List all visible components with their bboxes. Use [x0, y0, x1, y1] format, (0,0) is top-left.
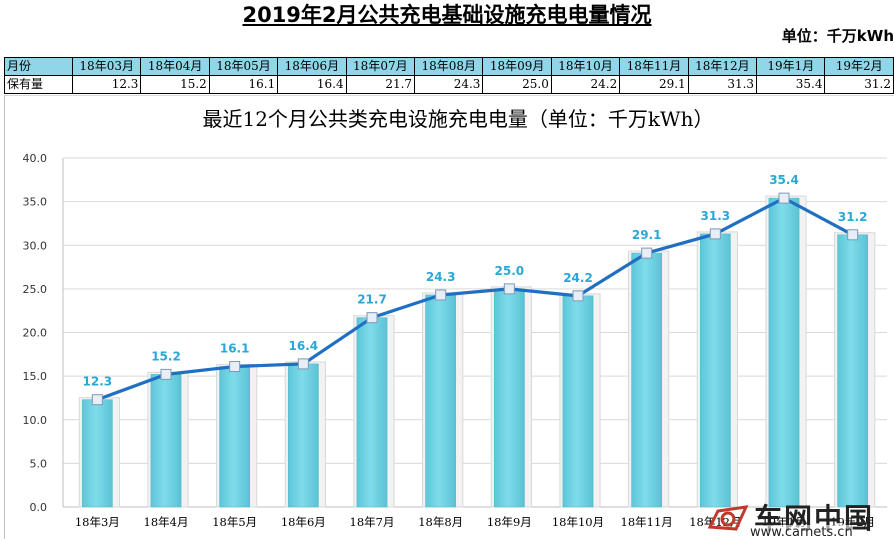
- data-label: 24.2: [563, 271, 593, 285]
- month-cell: 18年12月: [687, 57, 758, 76]
- car-logo-icon: [707, 505, 749, 531]
- data-label: 31.2: [838, 210, 868, 224]
- month-cell: 19年2月: [824, 57, 894, 76]
- x-tick-label: 18年10月: [552, 515, 604, 529]
- month-row-label: 月份: [4, 57, 73, 76]
- x-tick-label: 18年6月: [281, 515, 326, 529]
- value-cell: 16.4: [277, 75, 347, 94]
- x-tick-label: 18年11月: [621, 515, 673, 529]
- trend-line: [96, 196, 854, 402]
- data-label: 16.4: [289, 339, 319, 353]
- line-marker: [847, 229, 859, 241]
- value-cell: 15.2: [140, 75, 210, 94]
- month-cell: 18年06月: [277, 57, 347, 76]
- bar: [287, 363, 319, 508]
- value-cell: 25.0: [482, 75, 552, 94]
- bar: [562, 295, 594, 508]
- month-cell: 18年03月: [71, 57, 142, 76]
- bar: [150, 374, 182, 508]
- unit-label: 单位：千万kWh: [781, 27, 894, 45]
- y-tick-label: 25.0: [23, 283, 48, 296]
- data-label: 29.1: [632, 228, 662, 242]
- bar: [631, 252, 663, 508]
- y-tick-label: 40.0: [23, 152, 48, 165]
- value-cell: 31.2: [824, 75, 894, 94]
- month-row: 月份 18年03月 18年04月 18年05月 18年06月 18年07月 18…: [4, 57, 894, 76]
- y-tick-label: 15.0: [23, 370, 48, 383]
- month-cell: 18年09月: [482, 57, 552, 76]
- data-label: 12.3: [83, 375, 113, 389]
- y-tick-label: 10.0: [23, 414, 48, 427]
- value-row-label: 保有量: [4, 75, 73, 94]
- line-marker: [160, 368, 172, 380]
- line-marker: [435, 289, 447, 301]
- line-marker: [297, 358, 309, 370]
- data-label: 25.0: [495, 264, 525, 278]
- y-tick-label: 20.0: [23, 327, 48, 340]
- line-marker: [229, 361, 241, 373]
- month-cell: 19年1月: [756, 57, 826, 76]
- value-cell: 35.4: [756, 75, 826, 94]
- page-title: 2019年2月公共充电基础设施充电电量情况: [242, 3, 652, 27]
- data-label: 35.4: [769, 173, 799, 187]
- watermark: 车网中国 www.carnets.cn: [706, 499, 886, 540]
- bar: [837, 234, 869, 508]
- x-tick-label: 18年8月: [418, 515, 463, 529]
- value-cell: 21.7: [345, 75, 416, 94]
- line-marker: [709, 228, 721, 240]
- line-marker: [572, 290, 584, 302]
- y-tick-label: 30.0: [23, 239, 48, 252]
- bar: [425, 294, 457, 508]
- bar: [493, 288, 525, 508]
- bar: [219, 366, 251, 508]
- value-row: 保有量 12.3 15.2 16.1 16.4 21.7 24.3 25.0 2…: [4, 75, 894, 94]
- y-tick-label: 5.0: [30, 457, 48, 470]
- x-tick-label: 18年9月: [487, 515, 532, 529]
- x-tick-label: 18年5月: [212, 515, 257, 529]
- month-cell: 18年11月: [619, 57, 689, 76]
- month-cell: 18年07月: [345, 57, 416, 76]
- bar: [356, 317, 388, 508]
- line-marker: [778, 192, 790, 204]
- data-label: 21.7: [357, 293, 387, 307]
- watermark-url: www.carnets.cn: [750, 525, 853, 540]
- y-tick-label: 0.0: [30, 501, 48, 514]
- bar: [768, 197, 800, 508]
- value-cell: 31.3: [687, 75, 758, 94]
- month-cell: 18年05月: [208, 57, 279, 76]
- month-cell: 18年10月: [550, 57, 621, 76]
- chart-svg: 最近12个月公共类充电设施充电电量（单位：千万kWh） 0.0 5.0 10.0 15.…: [23, 107, 887, 529]
- line-marker: [503, 283, 515, 295]
- value-cell: 12.3: [71, 75, 142, 94]
- data-label: 31.3: [701, 209, 731, 223]
- line-marker: [366, 312, 378, 324]
- line-marker: [641, 247, 653, 259]
- value-cell: 24.2: [550, 75, 621, 94]
- data-label: 15.2: [151, 349, 181, 363]
- y-tick-label: 35.0: [23, 196, 48, 209]
- month-cell: 18年08月: [414, 57, 484, 76]
- data-table: 月份 18年03月 18年04月 18年05月 18年06月 18年07月 18…: [4, 57, 894, 94]
- month-cell: 18年04月: [140, 57, 210, 76]
- value-cell: 29.1: [619, 75, 689, 94]
- value-cell: 24.3: [414, 75, 484, 94]
- x-tick-label: 18年3月: [75, 515, 120, 529]
- value-cell: 16.1: [208, 75, 279, 94]
- bar: [81, 399, 113, 508]
- chart-area: 最近12个月公共类充电设施充电电量（单位：千万kWh） 0.0 5.0 10.0 15.…: [4, 95, 894, 539]
- data-label: 24.3: [426, 270, 456, 284]
- line-marker: [91, 394, 103, 406]
- data-label: 16.1: [220, 342, 250, 356]
- bar: [699, 233, 731, 508]
- x-tick-label: 18年7月: [350, 515, 395, 529]
- x-tick-label: 18年4月: [144, 515, 189, 529]
- chart-title: 最近12个月公共类充电设施充电电量（单位：千万kWh）: [202, 107, 713, 131]
